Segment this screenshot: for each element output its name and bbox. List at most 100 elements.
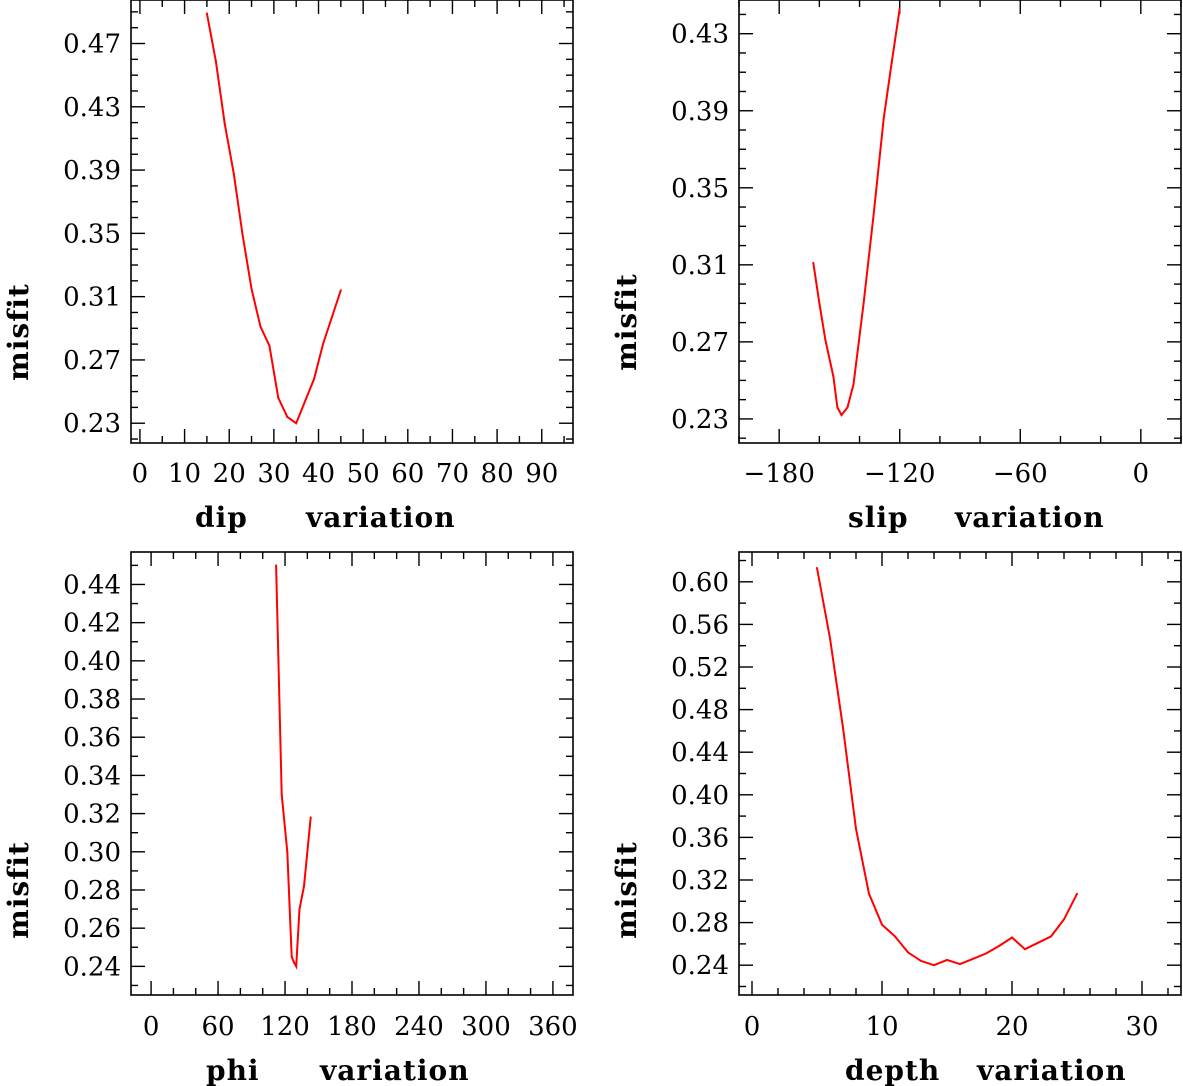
x-tick-label: −60 (993, 459, 1048, 489)
x-axis-title-variation: variation (976, 1054, 1127, 1086)
data-point (1011, 936, 1013, 939)
data-point (894, 935, 896, 938)
x-tick-label: −180 (743, 459, 814, 489)
y-tick-label: 0.26 (63, 914, 121, 944)
y-tick-label: 0.24 (671, 951, 729, 981)
data-point (1050, 935, 1052, 938)
x-tick-label: 50 (347, 459, 380, 489)
x-tick-label: 70 (436, 459, 469, 489)
y-tick-label: 0.28 (63, 876, 121, 906)
data-point (275, 564, 278, 567)
x-tick-label: 60 (391, 459, 424, 489)
data-point (322, 343, 324, 346)
data-point (829, 637, 831, 640)
data-point (1076, 892, 1078, 895)
x-tick-label: 90 (525, 459, 558, 489)
data-point (881, 923, 883, 926)
data-point (286, 850, 289, 853)
plot-frame (130, 551, 574, 996)
data-point (972, 957, 974, 960)
y-tick-label: 0.52 (671, 653, 729, 683)
series-line-dip (205, 13, 342, 425)
y-tick-label: 0.32 (63, 800, 121, 830)
data-point (824, 339, 827, 341)
plot-frame (738, 551, 1182, 996)
data-point (812, 261, 815, 264)
data-point (985, 952, 987, 955)
data-point (1024, 948, 1026, 951)
data-point (304, 400, 307, 403)
data-point (309, 816, 312, 819)
data-point (232, 172, 235, 175)
x-tick-label: 0 (143, 1012, 160, 1042)
x-tick-label: 300 (461, 1012, 511, 1042)
data-point (920, 959, 922, 962)
data-point (852, 383, 855, 386)
data-point (1063, 918, 1065, 921)
x-tick-label: 180 (327, 1012, 377, 1042)
series-line-depth (816, 567, 1078, 967)
x-tick-label: 10 (865, 1012, 898, 1042)
y-tick-label: 0.38 (63, 685, 121, 715)
data-point (898, 7, 901, 10)
data-point (816, 567, 818, 569)
y-tick-label: 0.43 (671, 20, 729, 50)
y-tick-label: 0.34 (63, 761, 121, 791)
data-point (241, 233, 244, 236)
data-point (277, 396, 280, 399)
data-point (882, 117, 885, 120)
series-line-phi (275, 565, 312, 970)
x-axis-title-name: phi (206, 1054, 260, 1086)
x-tick-label: 20 (995, 1012, 1028, 1042)
data-point (818, 302, 821, 305)
data-point (872, 213, 875, 216)
panel-phi: 0 60 120 180 240 300 360 0.24 0.26 0.28 0.30 0.32 0.… (2, 551, 578, 1086)
data-point (998, 945, 1000, 947)
data-point (290, 955, 293, 958)
y-tick-label: 0.36 (671, 823, 729, 853)
x-axis-title-variation: variation (319, 1054, 470, 1086)
data-point (1037, 941, 1039, 944)
data-point (298, 908, 301, 911)
x-tick-label: 240 (394, 1012, 444, 1042)
data-point (846, 406, 849, 409)
data-point (959, 963, 961, 966)
plot-frame (130, 0, 574, 444)
data-point (868, 892, 870, 895)
y-tick-label: 0.43 (63, 93, 121, 123)
data-point (259, 325, 262, 328)
data-point (862, 302, 865, 305)
y-tick-label: 0.27 (671, 328, 729, 358)
data-point (303, 885, 305, 888)
x-tick-label: 20 (213, 459, 246, 489)
x-tick-label: 60 (202, 1012, 235, 1042)
panel-slip: −180 −120 −60 0 0.23 0.27 0.31 0.35 0.39 0.43 slip… (610, 0, 1182, 534)
data-point (205, 12, 208, 15)
x-tick-label: 0 (132, 459, 149, 489)
data-point (295, 965, 298, 968)
data-point (836, 406, 839, 409)
y-axis-title: misfit (610, 841, 643, 939)
y-tick-label: 0.60 (671, 568, 729, 598)
data-point (933, 964, 935, 967)
y-tick-label: 0.32 (671, 866, 729, 896)
data-point (907, 951, 909, 954)
x-tick-label: 30 (1125, 1012, 1158, 1042)
y-tick-label: 0.24 (63, 952, 121, 982)
y-tick-label: 0.35 (63, 219, 121, 249)
panel-dip: 0 10 20 30 40 50 60 70 80 90 0.23 0.27 0.31 0.35 0.39 0… (2, 0, 574, 534)
x-axis-title-name: dip (195, 501, 248, 534)
data-point (842, 726, 844, 729)
data-point (890, 61, 893, 64)
data-point (946, 958, 948, 961)
series-line-slip (812, 8, 901, 417)
x-tick-label: 0 (744, 1012, 761, 1042)
y-tick-label: 0.27 (63, 346, 121, 376)
y-tick-label: 0.56 (671, 610, 729, 640)
x-tick-label: 10 (168, 459, 201, 489)
data-point (280, 793, 283, 796)
panel-depth: 0 10 20 30 0.24 0.28 0.32 0.36 0.40 0.44 0.48 0.52 0… (610, 551, 1182, 1086)
data-point (286, 415, 289, 418)
y-axis-title: misfit (2, 841, 35, 939)
